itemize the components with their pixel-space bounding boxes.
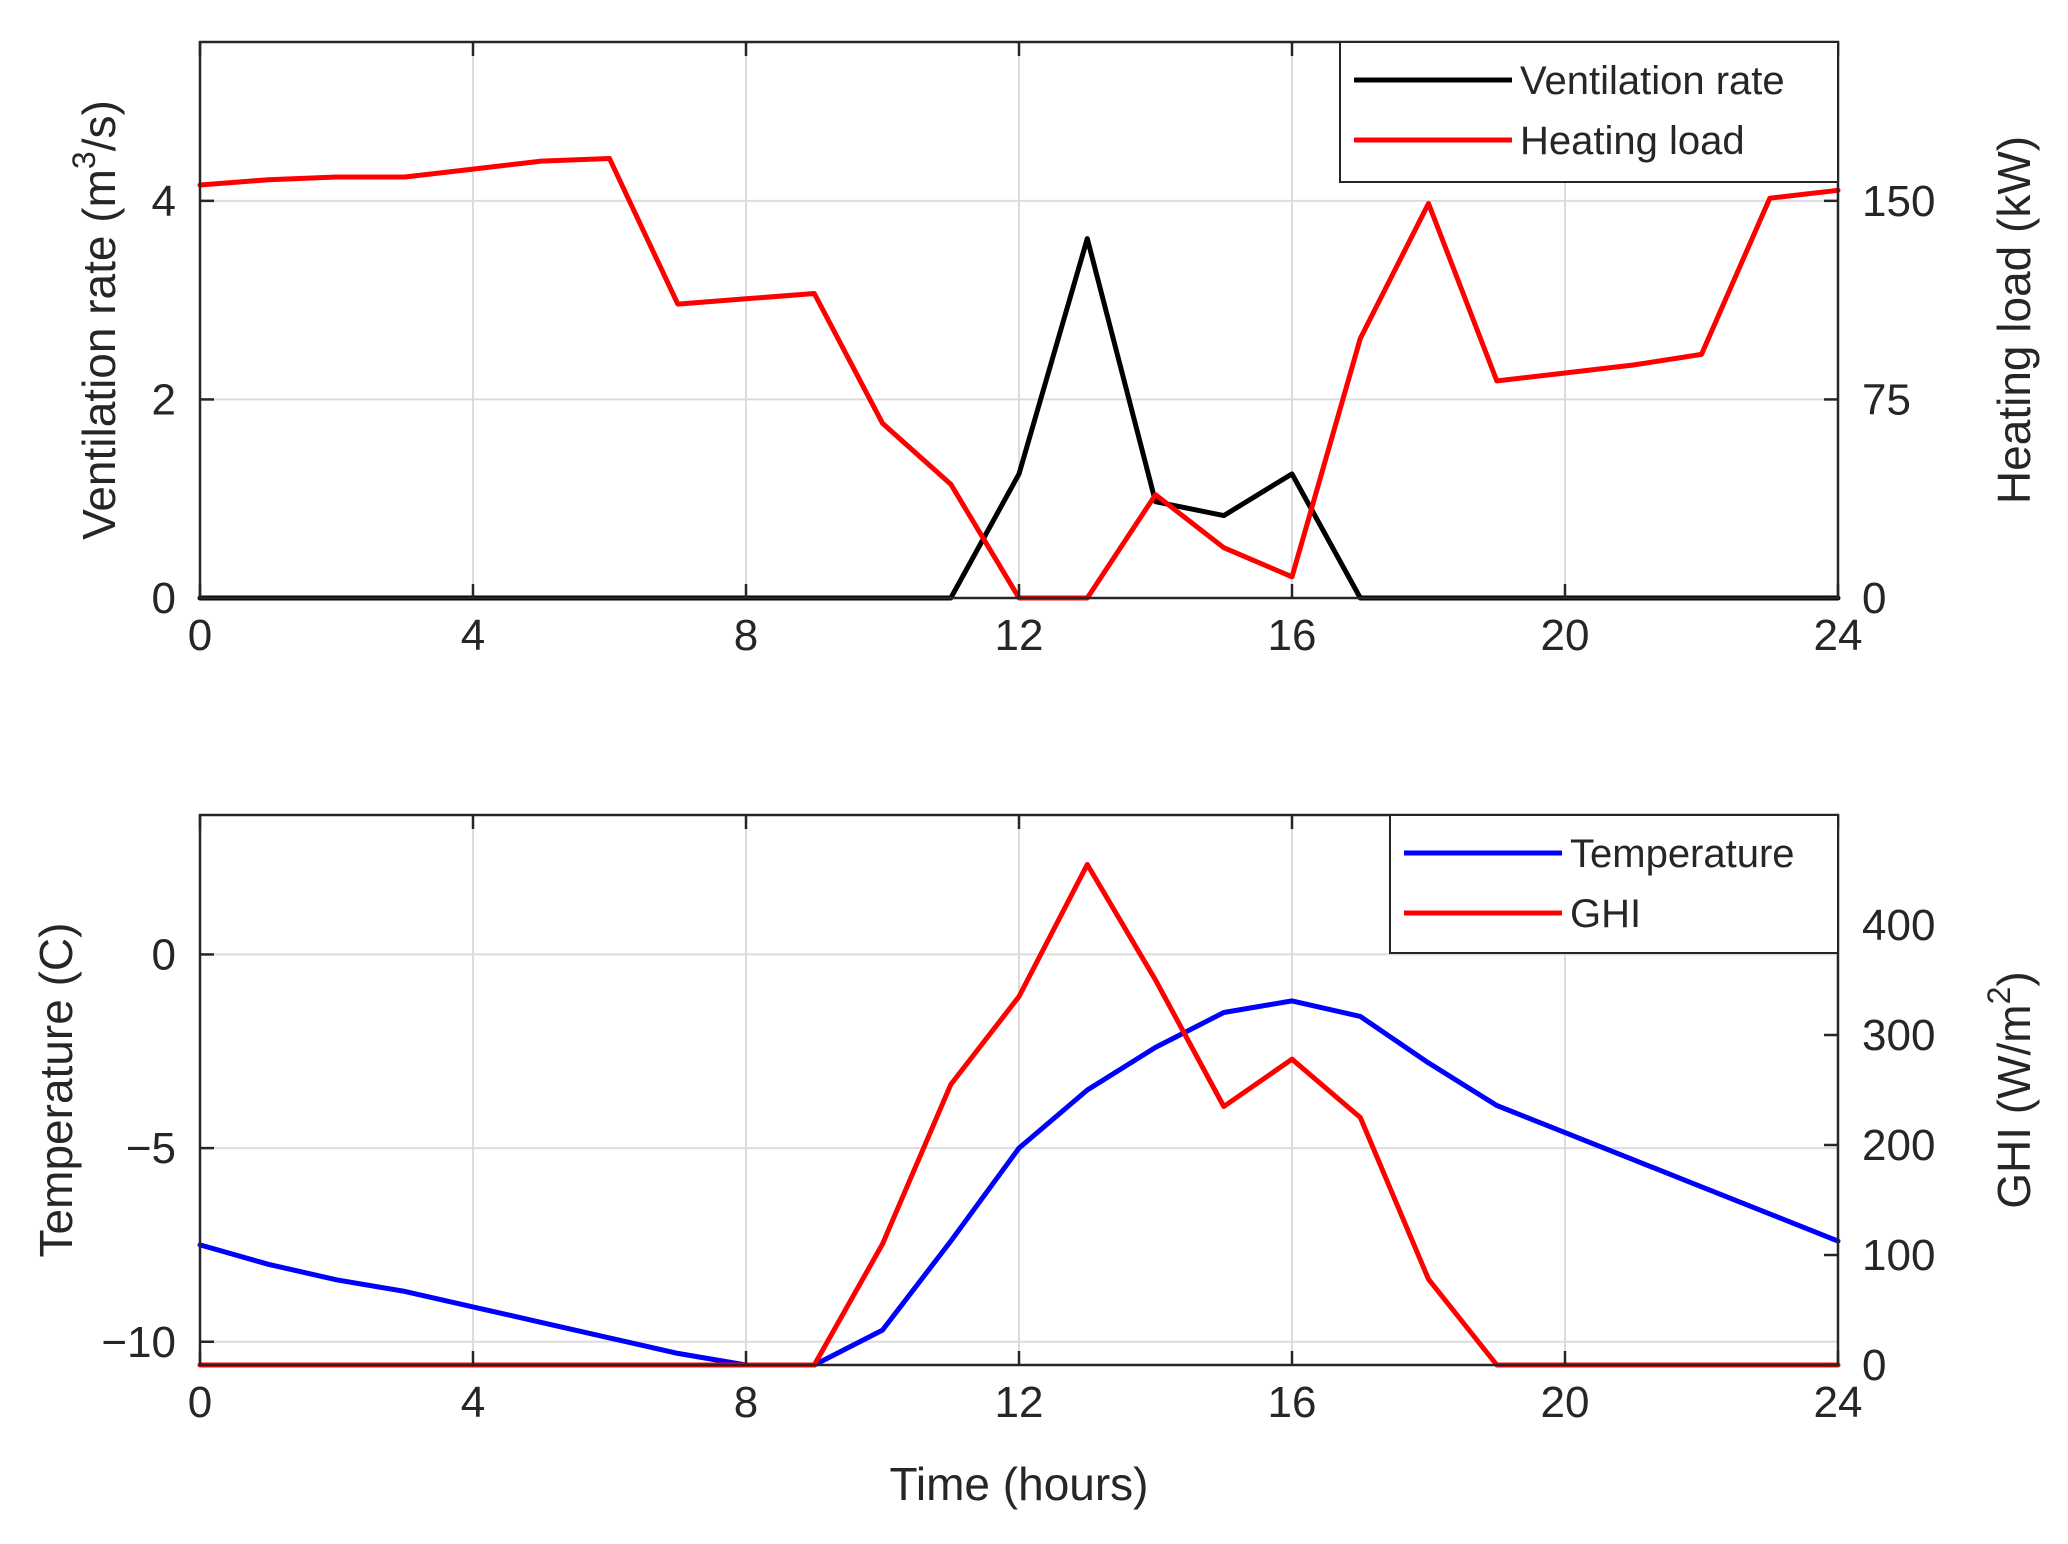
right-y-tick-label: 200	[1862, 1121, 1935, 1170]
right-y-tick-label: 75	[1862, 375, 1911, 424]
x-tick-label: 4	[461, 1378, 485, 1427]
right-y-tick-label: 0	[1862, 574, 1886, 623]
right-y-tick-label: 100	[1862, 1231, 1935, 1280]
right-y-tick-label: 150	[1862, 177, 1935, 226]
x-tick-label: 0	[188, 1378, 212, 1427]
right-y-axis-title: Heating load (kW)	[1988, 136, 2040, 504]
chart-panel-2: 0 4 8 12 16 20 24 −10 −5 0 0 100 200 300 400 Temperatur…	[30, 813, 2040, 1510]
legend: Ventilation rate Heating load	[1339, 41, 1839, 183]
x-tick-label: 24	[1814, 611, 1863, 660]
x-tick-label: 20	[1541, 1378, 1590, 1427]
series-line-temperature	[197, 998, 1841, 1368]
legend-label: Heating load	[1520, 119, 1745, 163]
left-y-tick-label: −10	[101, 1318, 176, 1367]
left-y-axis-title: Ventilation rate (m3/s)	[66, 100, 125, 540]
x-tick-label: 8	[734, 1378, 758, 1427]
legend-label: Ventilation rate	[1520, 59, 1785, 103]
x-tick-label: 4	[461, 611, 485, 660]
left-y-tick-label: 0	[152, 574, 176, 623]
right-y-tick-label: 400	[1862, 901, 1935, 950]
x-tick-label: 24	[1814, 1378, 1863, 1427]
left-y-tick-label: 2	[152, 375, 176, 424]
right-y-axis-title: GHI (W/m2)	[1981, 971, 2040, 1209]
x-tick-label: 0	[188, 611, 212, 660]
legend-box	[1389, 814, 1839, 954]
x-tick-label: 8	[734, 611, 758, 660]
left-y-tick-label: 4	[152, 177, 176, 226]
x-tick-label: 20	[1541, 611, 1590, 660]
left-y-axis-title: Temperature (C)	[30, 923, 82, 1258]
legend: Temperature GHI	[1389, 814, 1839, 954]
legend-box	[1339, 41, 1839, 183]
left-y-tick-label: 0	[152, 930, 176, 979]
x-tick-label: 12	[995, 611, 1044, 660]
right-y-tick-label: 0	[1862, 1341, 1886, 1390]
left-y-tick-label: −5	[126, 1124, 176, 1173]
x-tick-label: 16	[1268, 611, 1317, 660]
right-y-tick-label: 300	[1862, 1011, 1935, 1060]
legend-label: Temperature	[1570, 832, 1795, 876]
x-tick-label: 16	[1268, 1378, 1317, 1427]
legend-label: GHI	[1570, 892, 1641, 936]
x-tick-label: 12	[995, 1378, 1044, 1427]
x-axis-title: Time (hours)	[890, 1458, 1149, 1510]
